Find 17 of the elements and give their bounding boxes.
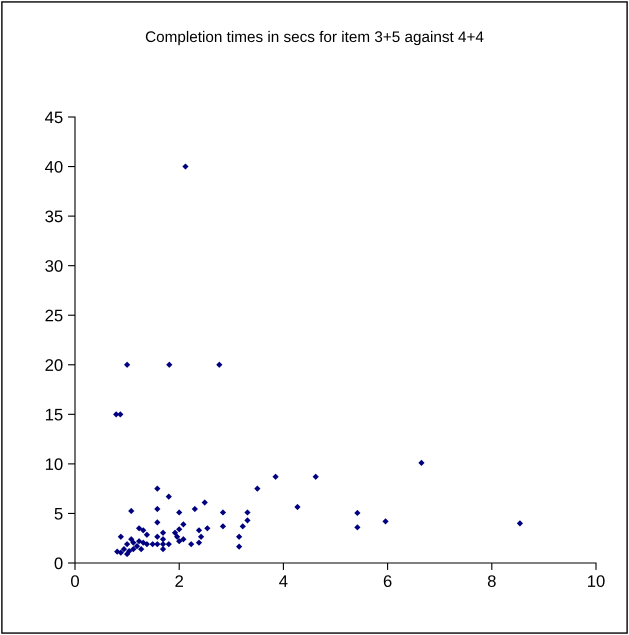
y-tick-label: 30 <box>45 260 63 272</box>
y-tick-label: 5 <box>54 508 62 520</box>
chart-title: Completion times in secs for item 3+5 against 4+4 <box>146 30 484 46</box>
y-tick-label: 35 <box>45 210 62 222</box>
y-tick-label: 10 <box>46 458 63 470</box>
y-tick-label: 15 <box>46 408 62 421</box>
x-tick-label: 2 <box>175 575 183 587</box>
x-tick-label: 10 <box>588 575 605 588</box>
x-tick-label: 0 <box>71 575 79 588</box>
x-tick-label: 6 <box>384 575 392 588</box>
y-tick-label: 0 <box>54 557 63 570</box>
y-tick-label: 45 <box>45 112 62 124</box>
x-tick-label: 8 <box>488 575 496 588</box>
y-tick-label: 25 <box>45 310 62 322</box>
y-tick-label: 40 <box>45 160 63 173</box>
x-tick-label: 4 <box>279 575 288 587</box>
y-tick-label: 20 <box>45 359 63 371</box>
